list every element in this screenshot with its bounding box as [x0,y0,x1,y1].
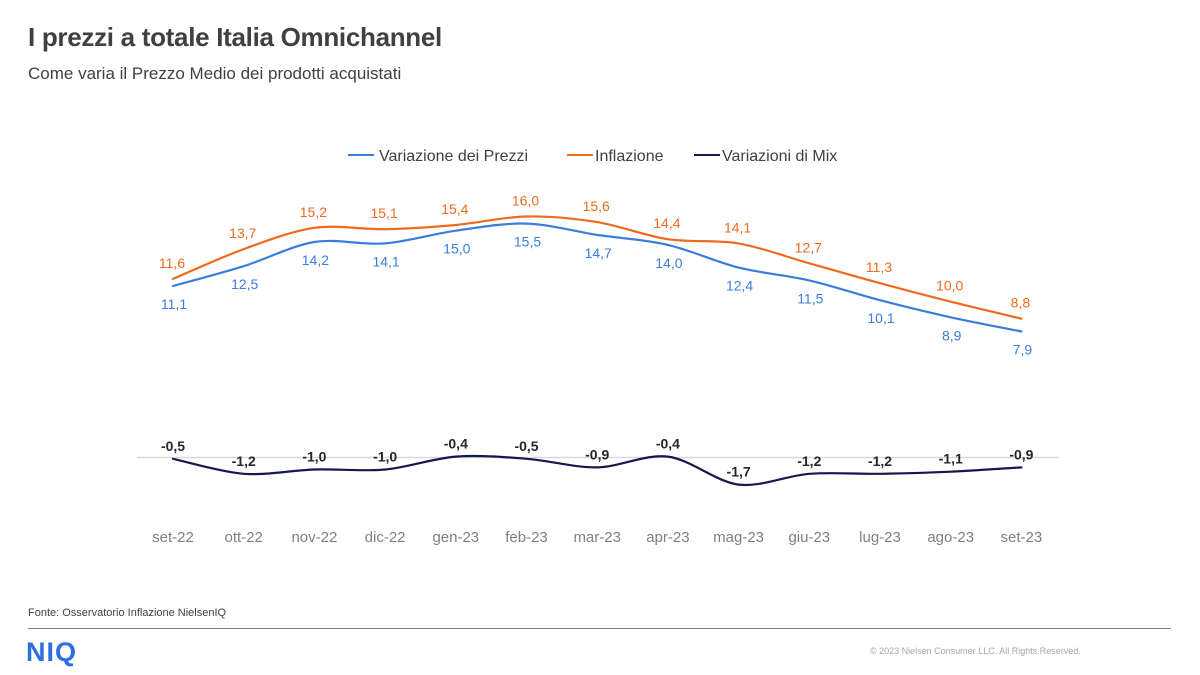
data-label: -0,4 [444,436,468,452]
data-label: -1,2 [232,453,256,469]
data-label: 12,7 [795,239,822,255]
data-label: 15,2 [300,204,327,220]
niq-logo: NIQ [26,637,78,667]
x-tick-label: nov-22 [291,529,337,546]
legend-item: Variazioni di Mix [694,148,837,165]
data-label: -1,2 [868,453,892,469]
series-line [171,222,1023,333]
data-label: 11,1 [161,296,187,312]
series-line [171,454,1023,487]
series-line [171,215,1023,320]
data-label: -1,7 [727,464,751,480]
x-tick-label: giu-23 [788,529,830,546]
page-title: I prezzi a totale Italia Omnichannel [28,22,442,52]
data-label: 11,6 [159,255,185,271]
data-label: 7,9 [1013,341,1033,357]
data-label: 16,0 [512,192,539,208]
legend-item: Inflazione [567,148,664,165]
x-tick-label: mar-23 [573,529,621,546]
data-label: 14,7 [585,245,612,261]
legend-label: Variazione dei Prezzi [379,148,528,165]
data-label: -0,5 [161,438,185,454]
data-label: 14,1 [724,219,751,235]
legend-item: Variazione dei Prezzi [348,148,528,165]
data-label: -0,5 [514,438,538,454]
x-tick-label: mag-23 [713,529,764,546]
data-label: -1,0 [302,449,326,465]
data-label: -1,1 [939,451,963,467]
data-label: -0,9 [585,446,609,462]
x-tick-label: lug-23 [859,529,901,546]
data-label: 10,0 [936,278,963,294]
data-label: 11,5 [797,290,823,306]
data-label: 13,7 [229,225,256,241]
data-label: 15,6 [583,198,610,214]
data-label: -0,4 [656,436,680,452]
data-label: 15,1 [370,205,397,221]
data-label: 15,0 [443,241,470,257]
data-label: 14,1 [372,253,399,269]
data-label: 12,4 [726,278,753,294]
x-tick-label: ago-23 [927,529,974,546]
x-tick-label: set-23 [1001,529,1043,546]
x-tick-label: dic-22 [365,529,406,546]
x-tick-label: ott-22 [225,529,263,546]
data-label: 11,3 [866,259,892,275]
data-label: 8,9 [942,327,962,343]
data-label: 10,1 [867,310,894,326]
line-chart: Variazione dei Prezzi Inflazione Variazion… [137,148,1058,546]
data-label: 8,8 [1011,295,1031,311]
data-label: 14,0 [655,255,682,271]
x-tick-label: feb-23 [505,529,548,546]
data-label: 15,5 [514,234,541,250]
data-label: -0,9 [1009,446,1033,462]
footer-divider [28,628,1171,629]
x-tick-label: gen-23 [432,529,479,546]
x-tick-label: apr-23 [646,529,689,546]
data-label: 15,4 [441,201,468,217]
data-label: 14,2 [302,252,329,268]
x-tick-label: set-22 [152,529,194,546]
legend-label: Variazioni di Mix [722,148,837,165]
data-label: 14,4 [653,215,680,231]
data-label: -1,0 [373,449,397,465]
source-note: Fonte: Osservatorio Inflazione NielsenIQ [28,607,227,619]
copyright-note: © 2023 Nielsen Consumer LLC. All Rights … [870,646,1081,656]
data-label: 12,5 [231,276,258,292]
legend-label: Inflazione [595,148,664,165]
page-subtitle: Come varia il Prezzo Medio dei prodotti … [28,64,402,83]
data-label: -1,2 [797,453,821,469]
